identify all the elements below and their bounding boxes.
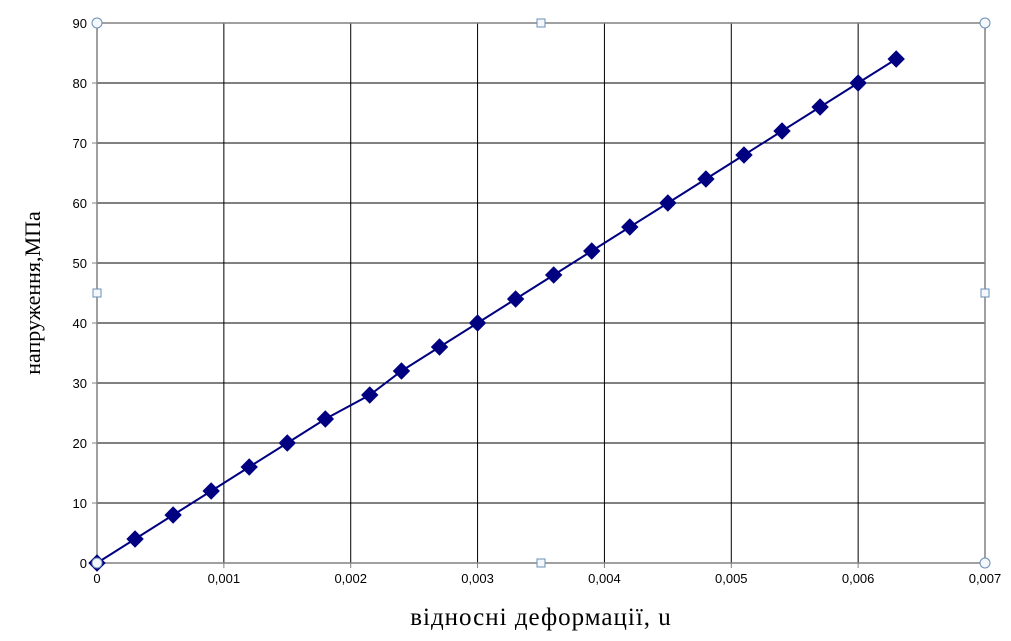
x-axis-title: відносні деформації, u bbox=[410, 604, 672, 631]
y-tick-labels: 0 10 20 30 40 50 60 70 80 90 bbox=[73, 16, 97, 571]
x-tick-label: 0,007 bbox=[969, 571, 1002, 586]
data-point-marker bbox=[811, 98, 829, 116]
x-tick-label: 0 bbox=[93, 571, 100, 586]
data-point-marker bbox=[126, 530, 144, 548]
edge-resize-handle[interactable] bbox=[536, 558, 546, 568]
data-point-marker bbox=[392, 362, 411, 380]
y-tick-label: 0 bbox=[80, 556, 87, 571]
x-tick-label: 0,002 bbox=[334, 571, 367, 586]
corner-resize-handle[interactable] bbox=[979, 557, 991, 569]
y-axis-title: напруження,МПа bbox=[20, 211, 45, 375]
y-tick-label: 90 bbox=[73, 16, 87, 31]
plot-frame bbox=[96, 22, 986, 564]
x-tick-label: 0,001 bbox=[208, 571, 241, 586]
x-tick-label: 0,005 bbox=[715, 571, 748, 586]
series-line bbox=[96, 58, 897, 564]
y-tick-label: 80 bbox=[73, 76, 87, 91]
data-point-marker bbox=[887, 50, 905, 68]
data-point-marker bbox=[621, 218, 639, 236]
data-point-marker bbox=[735, 146, 753, 164]
y-tick-label: 10 bbox=[73, 496, 87, 511]
data-point-marker bbox=[164, 506, 182, 524]
data-point-marker bbox=[849, 74, 867, 92]
y-tick-label: 60 bbox=[73, 196, 87, 211]
corner-resize-handle[interactable] bbox=[91, 557, 103, 569]
data-point-marker bbox=[506, 290, 525, 308]
x-tick-labels: 0 0,001 0,002 0,003 0,004 0,005 0,006 0,007 bbox=[93, 563, 1001, 586]
y-tick-label: 70 bbox=[73, 136, 87, 151]
y-tick-label: 20 bbox=[73, 436, 87, 451]
y-tick-label: 30 bbox=[73, 376, 87, 391]
selection-handles[interactable] bbox=[91, 17, 991, 569]
corner-resize-handle[interactable] bbox=[979, 17, 991, 29]
y-tick-label: 40 bbox=[73, 316, 87, 331]
data-point-marker bbox=[430, 338, 449, 356]
data-point-marker bbox=[202, 482, 220, 500]
x-tick-label: 0,003 bbox=[461, 571, 494, 586]
data-point-marker bbox=[316, 410, 335, 428]
data-point-marker bbox=[583, 242, 601, 260]
edge-resize-handle[interactable] bbox=[536, 18, 546, 28]
data-point-marker bbox=[773, 122, 791, 140]
data-point-marker bbox=[544, 266, 563, 284]
edge-resize-handle[interactable] bbox=[980, 288, 990, 298]
data-point-marker bbox=[468, 314, 487, 332]
x-tick-label: 0,004 bbox=[588, 571, 621, 586]
data-point-marker bbox=[659, 194, 677, 212]
data-point-marker bbox=[240, 458, 258, 476]
data-point-marker bbox=[278, 434, 296, 452]
data-point-marker bbox=[361, 386, 379, 404]
grid bbox=[97, 23, 985, 563]
corner-resize-handle[interactable] bbox=[91, 17, 103, 29]
series-layer bbox=[88, 50, 905, 572]
data-point-marker bbox=[697, 170, 715, 188]
x-tick-label: 0,006 bbox=[842, 571, 875, 586]
edge-resize-handle[interactable] bbox=[92, 288, 102, 298]
y-tick-label: 50 bbox=[73, 256, 87, 271]
